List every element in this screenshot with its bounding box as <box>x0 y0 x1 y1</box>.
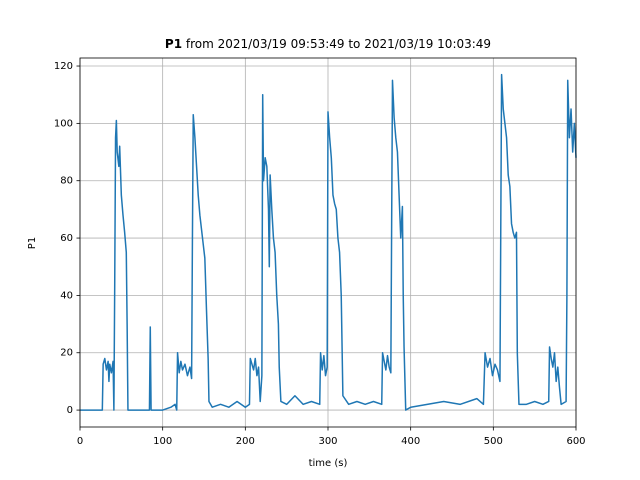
x-tick-label: 400 <box>401 436 420 447</box>
chart-title: P1 from 2021/03/19 09:53:49 to 2021/03/1… <box>165 37 491 51</box>
y-tick-label: 100 <box>54 118 73 129</box>
x-tick-label: 300 <box>318 436 337 447</box>
y-tick-label: 80 <box>60 176 73 187</box>
x-tick-label: 500 <box>484 436 503 447</box>
data-line <box>80 73 577 411</box>
y-tick-label: 60 <box>60 233 73 244</box>
y-tick-label: 20 <box>60 348 73 359</box>
x-tick-label: 200 <box>236 436 255 447</box>
title-prefix: P1 <box>165 37 182 51</box>
plot-frame <box>79 57 577 428</box>
y-tick-label: 40 <box>60 290 73 301</box>
x-tick-label: 600 <box>566 436 585 447</box>
y-tick-label: 120 <box>54 61 73 72</box>
x-axis-label: time (s) <box>309 458 348 469</box>
x-tick-label: 0 <box>77 436 83 447</box>
x-tick-label: 100 <box>153 436 172 447</box>
y-axis-label: P1 <box>27 237 38 249</box>
y-tick-label: 0 <box>67 405 73 416</box>
title-text: from 2021/03/19 09:53:49 to 2021/03/19 1… <box>186 37 491 51</box>
